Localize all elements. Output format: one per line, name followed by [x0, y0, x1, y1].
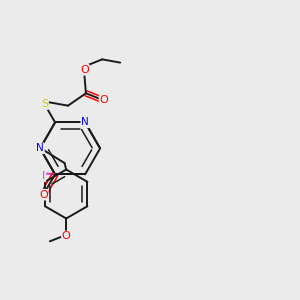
Text: I: I — [42, 171, 45, 181]
Text: O: O — [62, 231, 70, 242]
Text: O: O — [100, 95, 108, 105]
Text: N: N — [36, 143, 44, 153]
Text: N: N — [81, 117, 89, 128]
Text: S: S — [41, 99, 48, 109]
Text: O: O — [80, 65, 89, 75]
Text: O: O — [39, 190, 48, 200]
